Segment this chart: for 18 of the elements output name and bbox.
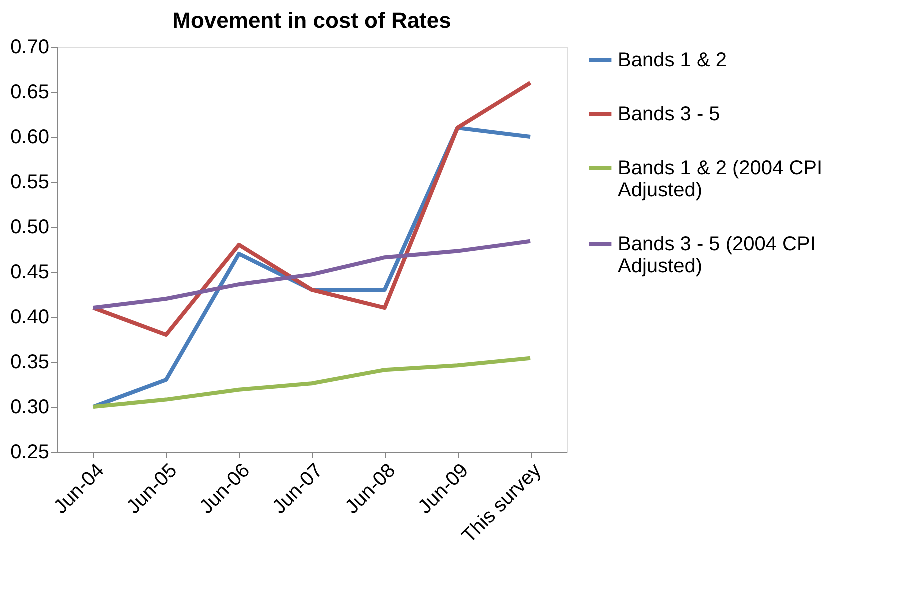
line-series <box>91 81 533 337</box>
y-tick-label: 0.50 <box>10 216 50 238</box>
y-tick-label: 0.45 <box>10 262 50 284</box>
chart-title: Movement in cost of Rates <box>172 8 452 33</box>
y-tick-label: 0.40 <box>10 306 50 328</box>
y-tick-label: 0.35 <box>10 352 50 374</box>
y-tick-label: 0.30 <box>10 396 50 418</box>
legend-label: Bands 3 - 5 <box>618 104 720 126</box>
line-series <box>91 239 533 310</box>
y-tick-label: 0.70 <box>10 36 50 58</box>
legend-label: Bands 1 & 2 (2004 CPI Adjusted) <box>618 158 823 202</box>
y-tick-label: 0.60 <box>10 126 50 148</box>
legend-label: Bands 3 - 5 (2004 CPI Adjusted) <box>618 234 816 278</box>
y-tick-label: 0.65 <box>10 82 50 104</box>
line-series <box>91 356 533 409</box>
y-tick-label: 0.25 <box>10 442 50 464</box>
legend-label: Bands 1 & 2 <box>618 50 727 72</box>
y-tick-label: 0.55 <box>10 172 50 194</box>
